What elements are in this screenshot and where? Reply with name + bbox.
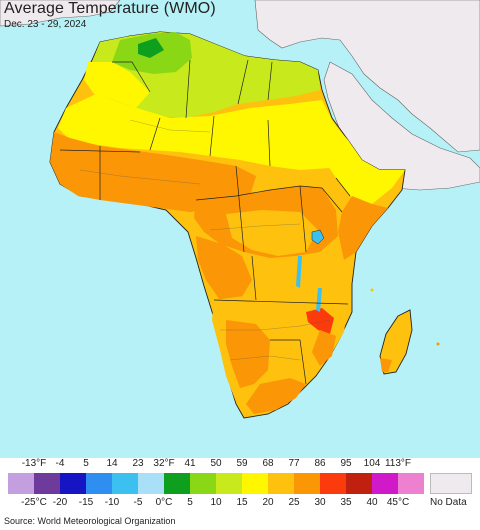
celsius-tick-label: -5 [133,497,143,508]
south-africa-orange [246,378,306,414]
atlas-dark-green [138,38,164,58]
celsius-tick-label: 15 [236,497,248,508]
map-area: Average Temperature (WMO) Dec. 23 - 29, … [0,0,480,458]
celsius-tick-label: -20 [52,497,68,508]
legend-swatch [190,473,216,494]
legend-swatch [242,473,268,494]
celsius-tick-label: -10 [104,497,120,508]
fahrenheit-tick-label: 68 [262,458,274,469]
reunion-island [436,342,440,346]
fahrenheit-tick-label: 41 [184,458,196,469]
congo-yellow [226,210,318,256]
fahrenheit-tick-label: 77 [288,458,300,469]
no-data-label: No Data [430,497,467,508]
celsius-tick-label: 0°C [155,497,173,508]
fahrenheit-tick-label: 59 [236,458,248,469]
legend-swatch [294,473,320,494]
legend-swatch [112,473,138,494]
west-sahara-yellow [84,62,150,108]
fahrenheit-tick-label: 32°F [153,458,175,469]
celsius-tick-label: 10 [210,497,222,508]
source-credit: Source: World Meteorological Organizatio… [4,516,176,526]
fahrenheit-tick-label: 14 [106,458,118,469]
legend-swatch [372,473,398,494]
fahrenheit-tick-label: 104 [363,458,381,469]
celsius-tick-label: 45°C [386,497,410,508]
legend-swatch [86,473,112,494]
fahrenheit-tick-label: 95 [340,458,352,469]
legend-swatch [34,473,60,494]
legend-swatch [60,473,86,494]
celsius-tick-label: 5 [187,497,193,508]
angola-orange [196,236,252,300]
lake-tanganyika [296,256,302,288]
lake-victoria [311,229,325,245]
lake-malawi [316,288,322,312]
legend-swatch [8,473,34,494]
celsius-tick-label: 35 [340,497,352,508]
celsius-tick-label: 25 [288,497,300,508]
no-data-swatch [430,473,472,494]
celsius-tick-label: 40 [366,497,378,508]
fahrenheit-tick-label: 86 [314,458,326,469]
temperature-legend: -13°F -4 5 14 23 32°F 41 50 59 68 77 86 95 104 113°F -… [0,458,480,514]
namibia-orange [226,320,270,388]
legend-swatch [216,473,242,494]
province-borders [79,119,331,361]
fahrenheit-tick-label: 23 [132,458,144,469]
celsius-tick-label: 20 [262,497,274,508]
celsius-tick-label: -25°C [21,497,47,508]
legend-swatch [398,473,424,494]
legend-swatch [320,473,346,494]
celsius-tick-label: -15 [78,497,94,508]
fahrenheit-tick-label: 113°F [384,458,412,469]
middle-east-nodata [254,0,480,153]
mozambique-hot [306,308,334,334]
fahrenheit-tick-label: 50 [210,458,222,469]
arabian-peninsula-nodata [323,61,480,191]
temperature-map [0,0,480,419]
comoros-island [370,288,374,292]
east-africa-orange [338,196,388,260]
europe-nodata-left [0,0,121,27]
madagascar-south [380,358,392,372]
map-date-range: Dec. 23 - 29, 2024 [4,19,87,30]
legend-swatch [268,473,294,494]
legend-swatch [138,473,164,494]
legend-swatch [346,473,372,494]
legend-swatch [164,473,190,494]
fahrenheit-tick-label: 5 [83,458,89,469]
map-title: Average Temperature (WMO) [4,0,216,17]
west-africa-orange [50,132,256,212]
madagascar [379,309,413,375]
fahrenheit-tick-label: -4 [55,458,65,469]
celsius-tick-label: 30 [314,497,326,508]
fahrenheit-tick-label: -13°F [21,458,47,469]
mozambique-orange [312,330,336,366]
